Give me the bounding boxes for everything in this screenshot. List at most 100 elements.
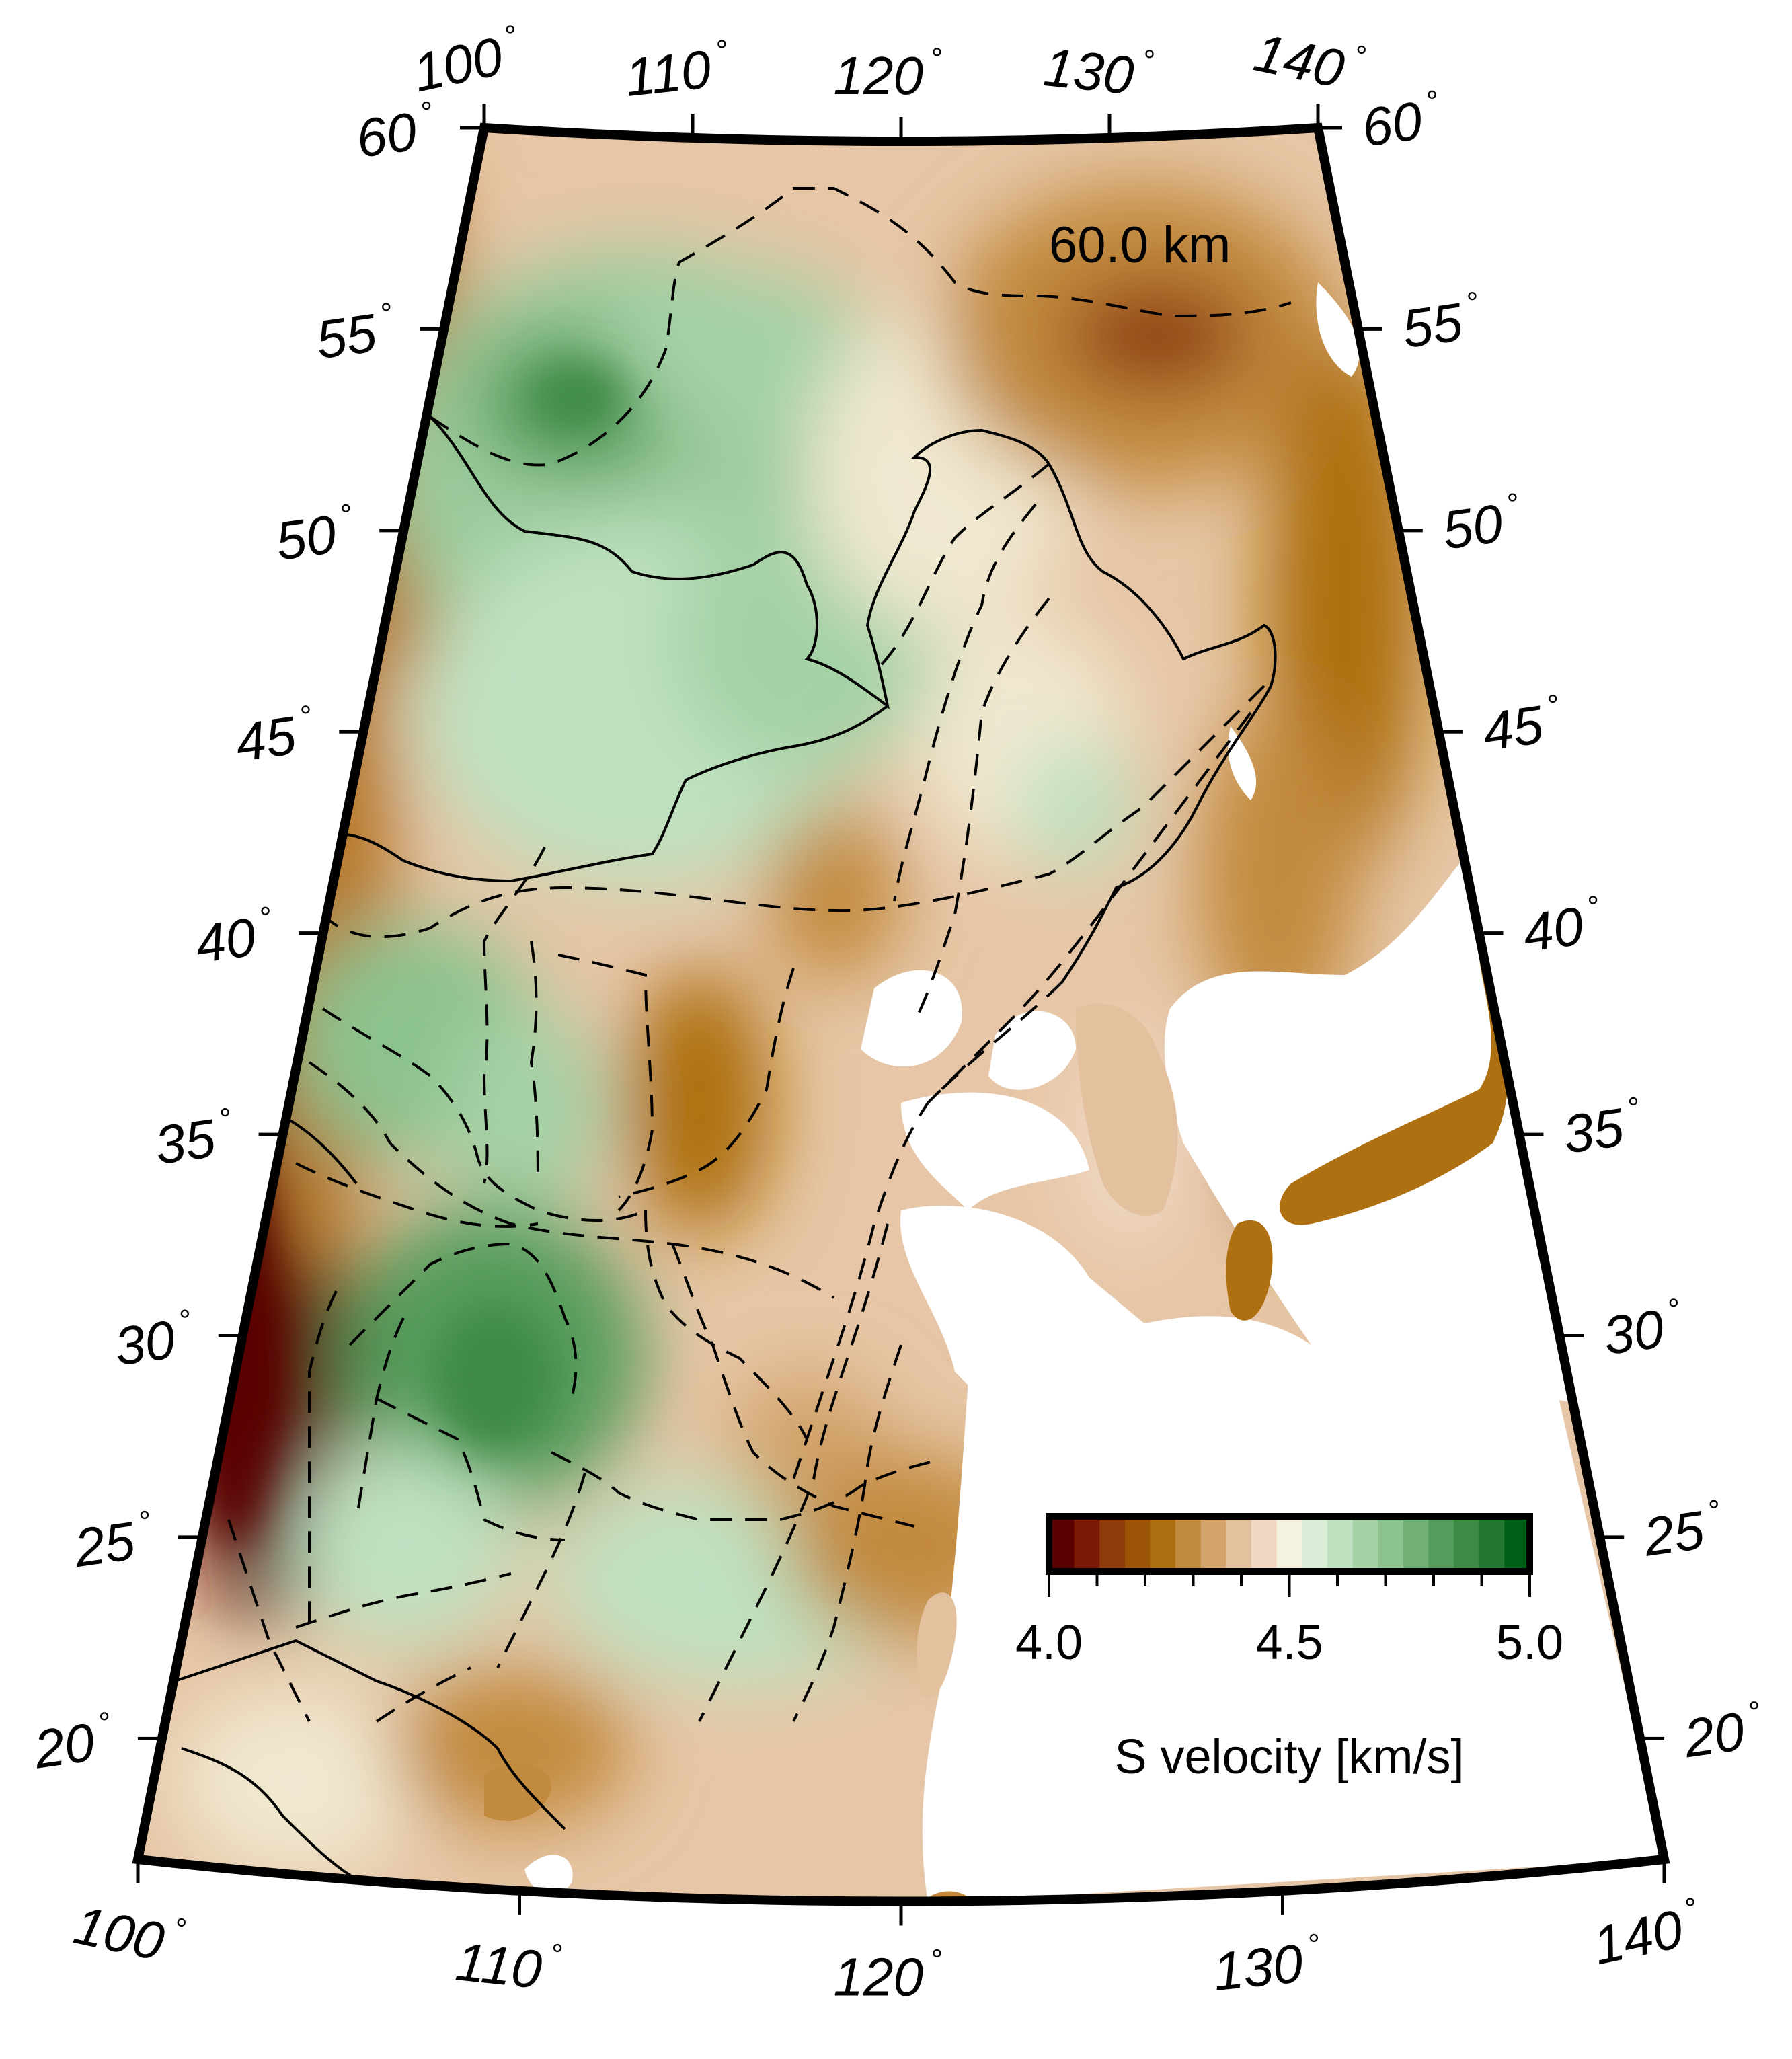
lat-label-left-35: 35° <box>151 1102 237 1175</box>
colorbar-label: 4.5 <box>1255 1616 1323 1670</box>
colorbar-bin <box>1074 1516 1100 1571</box>
lat-label-left-55: 55° <box>312 297 399 370</box>
block-boundary <box>557 954 654 1212</box>
colorbar: 4.0 4.5 5.0 S velocity [km/s] <box>1015 1513 1563 1784</box>
lat-label-right-50-text: 50° <box>1438 487 1525 560</box>
colorbar-bin <box>1251 1516 1278 1571</box>
colorbar-label: 5.0 <box>1496 1616 1563 1670</box>
lat-label-right-50: 50° <box>1438 487 1525 560</box>
block-boundary <box>873 463 1050 674</box>
lon-label-top-100-text: 100° <box>407 19 526 103</box>
lat-label-right-30-text: 30° <box>1600 1292 1686 1366</box>
block-boundary <box>375 1666 471 1723</box>
lon-label-bottom-130: 130° <box>1210 1928 1324 2002</box>
lat-label-left-60-text: 60° <box>352 95 439 169</box>
lat-label-left-40-text: 40° <box>191 900 278 974</box>
lon-label-bottom-140: 140° <box>1587 1892 1706 1976</box>
depth-label: 60.0 km <box>1049 217 1231 274</box>
lon-label-bottom-120-text: 120 ° <box>833 1944 941 2007</box>
block-boundary <box>429 187 1292 467</box>
block-boundary <box>355 1317 405 1520</box>
colorbar-label: 4.0 <box>1015 1616 1083 1670</box>
map-frame <box>132 122 1670 1906</box>
boundary-lines <box>174 187 1292 1884</box>
lat-label-left-20: 20° <box>30 1706 117 1779</box>
lon-label-top-100: 100° <box>407 19 526 103</box>
national-border <box>429 416 1277 983</box>
lat-label-left-25-text: 25° <box>70 1505 157 1578</box>
lat-label-left-30-text: 30° <box>111 1303 198 1376</box>
colorbar-bin <box>1428 1516 1454 1571</box>
lon-label-top-120: 120 ° <box>833 42 941 106</box>
national-border <box>282 1115 358 1185</box>
lat-label-right-45: 45° <box>1479 689 1565 762</box>
lat-label-right-25-text: 25° <box>1639 1493 1726 1567</box>
lat-label-right-55: 55° <box>1398 286 1485 359</box>
lon-label-top-140: 140° <box>1249 19 1368 103</box>
colorbar-title: S velocity [km/s] <box>1114 1730 1464 1784</box>
lat-label-right-35: 35° <box>1559 1091 1646 1165</box>
lat-label-left-40: 40° <box>191 900 278 974</box>
block-boundary <box>927 711 1252 1104</box>
lat-label-right-35-text: 35° <box>1559 1091 1646 1165</box>
lon-label-bottom-140-text: 140° <box>1587 1892 1706 1976</box>
block-boundary <box>671 1243 915 1528</box>
colorbar-bin <box>1226 1516 1252 1571</box>
block-boundary <box>321 685 1265 939</box>
lat-label-left-45-text: 45° <box>231 699 318 773</box>
colorbar-bin <box>1378 1516 1404 1571</box>
lat-label-right-25: 25° <box>1639 1493 1726 1567</box>
lon-label-top-140-text: 140° <box>1249 19 1368 103</box>
colorbar-bin <box>1049 1516 1075 1571</box>
block-boundary <box>893 503 1037 902</box>
lon-label-top-120-text: 120 ° <box>833 42 941 106</box>
colorbar-bin <box>1175 1516 1202 1571</box>
colorbar-bin <box>1099 1516 1126 1571</box>
lat-label-right-60-text: 60° <box>1358 85 1444 158</box>
lat-label-right-20: 20° <box>1679 1695 1766 1769</box>
national-border <box>174 1639 566 1830</box>
lat-label-right-45-text: 45° <box>1479 689 1565 762</box>
lat-label-right-55-text: 55° <box>1398 286 1485 359</box>
block-boundary <box>227 1519 311 1722</box>
graticule-ticks <box>136 104 1666 1926</box>
lat-label-right-60: 60° <box>1358 85 1444 158</box>
lon-label-bottom-130-text: 130° <box>1210 1928 1324 2002</box>
block-boundary <box>698 1223 889 1722</box>
colorbar-bin <box>1302 1516 1328 1571</box>
lat-label-right-40-text: 40° <box>1519 890 1606 963</box>
lat-label-left-60: 60° <box>352 95 439 169</box>
lat-label-right-30: 30° <box>1600 1292 1686 1366</box>
lat-label-right-20-text: 20° <box>1679 1695 1766 1769</box>
block-boundary <box>551 1451 942 1522</box>
lat-label-left-45: 45° <box>231 699 318 773</box>
lon-label-bottom-100-text: 100° <box>69 1892 188 1976</box>
national-border <box>336 705 889 883</box>
block-boundary <box>644 1210 808 1440</box>
lon-label-top-110-text: 110° <box>622 34 732 108</box>
lat-label-left-30: 30° <box>111 1303 198 1376</box>
colorbar-bin <box>1200 1516 1227 1571</box>
block-boundary <box>529 941 539 1184</box>
lat-label-right-40: 40° <box>1519 890 1606 963</box>
block-boundary <box>295 1162 539 1228</box>
colorbar-bin <box>1124 1516 1151 1571</box>
block-boundary <box>376 1397 566 1541</box>
block-boundary <box>482 847 546 1184</box>
block-boundary <box>307 1290 338 1627</box>
colorbar-bin <box>1150 1516 1176 1571</box>
colorbar-bin <box>1403 1516 1430 1571</box>
lat-label-left-50: 50° <box>272 498 358 572</box>
lat-label-left-35-text: 35° <box>151 1102 237 1175</box>
lon-label-bottom-100: 100° <box>69 1892 188 1976</box>
colorbar-bin <box>1504 1516 1530 1571</box>
block-boundary <box>913 597 1050 1023</box>
block-boundary <box>321 1007 646 1222</box>
colorbar-bin <box>1276 1516 1302 1571</box>
block-boundary <box>348 1242 578 1399</box>
block-boundary <box>618 968 795 1198</box>
lon-label-bottom-110: 110 ° <box>453 1928 563 2002</box>
lon-label-bottom-110-text: 110 ° <box>453 1928 563 2002</box>
